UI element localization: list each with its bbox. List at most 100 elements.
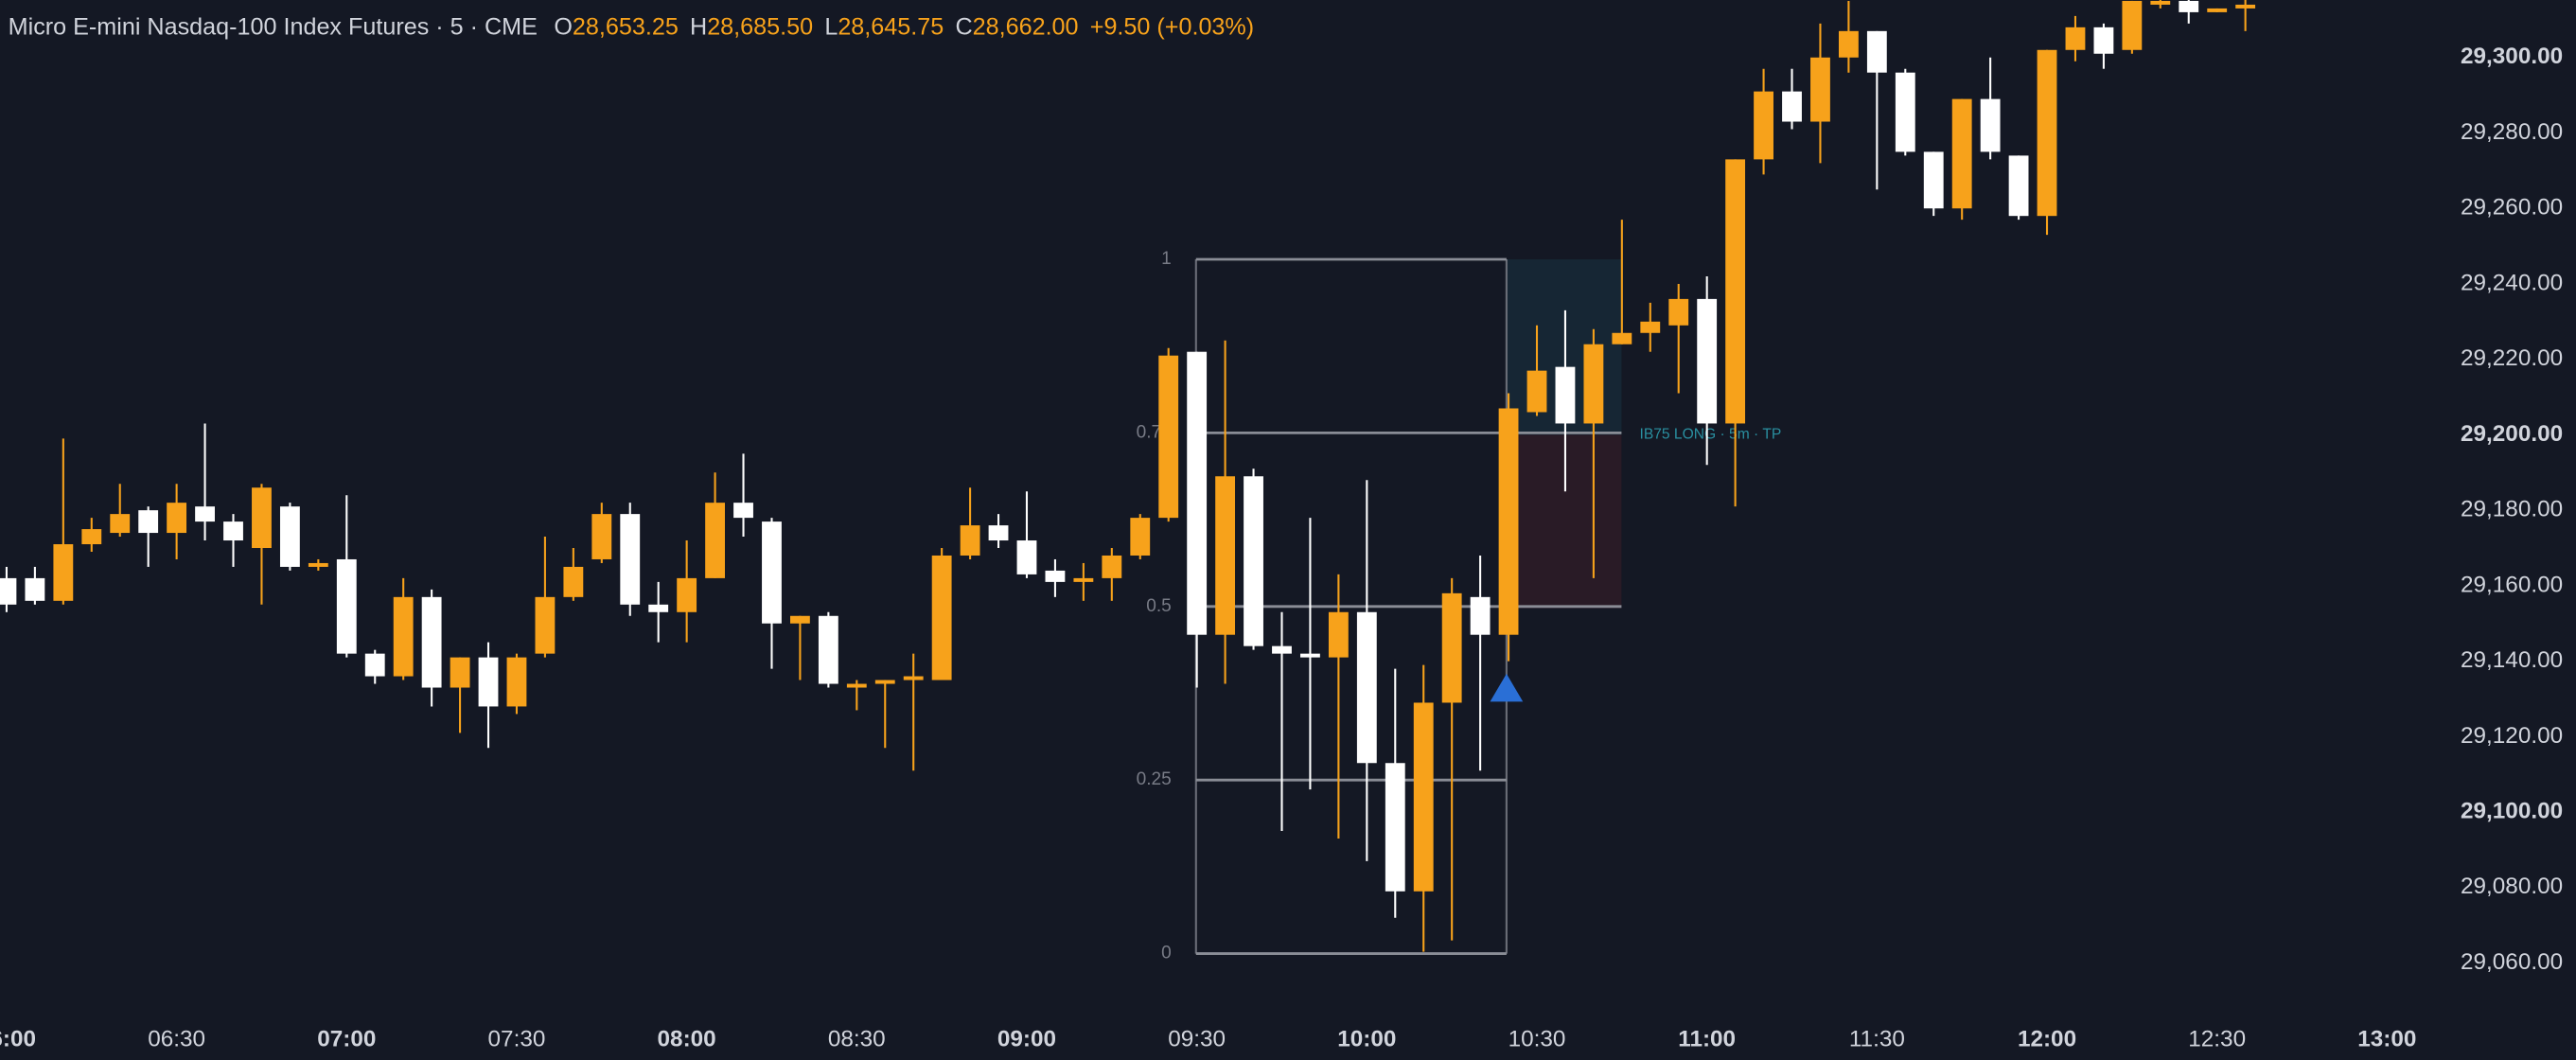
candle-body: [563, 566, 584, 597]
fib-level-label: 0: [1161, 944, 1172, 963]
candle-body: [1583, 344, 1604, 424]
candle-body: [1187, 351, 1208, 635]
candle-body: [1272, 645, 1292, 654]
candle-body: [2207, 8, 2228, 12]
x-tick-label: 11:00: [1678, 1026, 1736, 1051]
candle-body: [733, 503, 753, 519]
candle-body: [110, 514, 131, 534]
candle-body: [1838, 30, 1859, 58]
candle-body: [2235, 4, 2256, 9]
candle-body: [138, 510, 159, 534]
candle-body: [195, 506, 215, 522]
candle-body: [988, 525, 1009, 541]
candle-body: [2008, 155, 2029, 217]
x-tick-label: 08:30: [828, 1026, 886, 1051]
ohlc-key: L: [824, 13, 838, 40]
candle-body: [1328, 611, 1349, 658]
y-tick-label: 29,260.00: [2461, 195, 2563, 221]
x-tick-label: 06:30: [148, 1026, 205, 1051]
candle-body: [2093, 26, 2114, 54]
candle-body: [450, 657, 470, 688]
candle-body: [1356, 611, 1377, 764]
candle-body: [1555, 366, 1576, 424]
fib-level-label: 1: [1161, 249, 1172, 269]
candle-body: [1215, 476, 1236, 635]
candle-body: [336, 558, 357, 654]
candle-body: [2065, 26, 2086, 50]
candle-body: [1045, 570, 1066, 582]
candle-body: [1612, 332, 1632, 344]
y-tick-label: 29,240.00: [2461, 270, 2563, 295]
ohlc-value: 28,645.75: [838, 13, 944, 40]
candle-body: [167, 503, 187, 534]
candle-body: [874, 680, 895, 684]
candle-body: [1102, 555, 1122, 578]
y-tick-label: 29,300.00: [2461, 44, 2563, 69]
candle-body: [1640, 321, 1661, 333]
candle-body: [2037, 49, 2057, 217]
candle-body: [1810, 57, 1830, 122]
candle-body: [1980, 98, 2001, 152]
candle-body: [1385, 763, 1405, 892]
candle-body: [762, 521, 782, 624]
candle-body: [308, 562, 328, 567]
candle-body: [2179, 0, 2199, 12]
x-tick-label: 07:30: [488, 1026, 546, 1051]
candle-body: [1073, 577, 1094, 582]
position-label: IB75 LONG · 5m · TP: [1639, 427, 1781, 443]
x-tick-label: 12:00: [2018, 1026, 2076, 1051]
candle-body: [1016, 540, 1037, 574]
ohlc-key: O: [554, 13, 573, 40]
y-tick-label: 29,180.00: [2461, 497, 2563, 522]
candle-body: [1895, 72, 1915, 152]
symbol-title: Micro E-mini Nasdaq-100 Index Futures · …: [9, 13, 538, 40]
ohlc-value: 28,653.25: [573, 13, 679, 40]
ohlc-value: 28,662.00: [973, 13, 1079, 40]
candle-body: [223, 521, 243, 541]
candle-body: [818, 615, 838, 684]
candle-body: [1526, 370, 1547, 413]
candle-body: [1782, 91, 1802, 122]
y-tick-label: 29,100.00: [2461, 798, 2563, 823]
candle-body: [393, 596, 414, 677]
x-tick-label: 07:00: [317, 1026, 376, 1051]
y-tick-label: 29,220.00: [2461, 345, 2563, 371]
y-tick-label: 29,060.00: [2461, 949, 2563, 975]
candle-body: [903, 676, 924, 680]
candle-body: [1725, 159, 1746, 424]
candle-body: [478, 657, 499, 707]
candle-body: [677, 577, 697, 612]
y-tick-label: 29,140.00: [2461, 647, 2563, 673]
candle-body: [252, 487, 272, 549]
x-tick-label: 13:00: [2357, 1026, 2416, 1051]
x-tick-label: 09:00: [997, 1026, 1056, 1051]
x-tick-label: 12:30: [2188, 1026, 2246, 1051]
candle-body: [1754, 91, 1773, 160]
y-tick-label: 29,280.00: [2461, 119, 2563, 145]
x-tick-label: 11:30: [1849, 1026, 1905, 1051]
candle-body: [1441, 592, 1462, 703]
y-tick-label: 29,080.00: [2461, 874, 2563, 899]
candle-body: [790, 615, 810, 624]
candle-body: [1697, 298, 1718, 424]
candle-body: [1244, 476, 1263, 646]
candle-body: [421, 596, 442, 688]
ohlc-key: C: [955, 13, 972, 40]
candle-body: [2122, 0, 2143, 50]
candle-body: [25, 577, 45, 601]
candle-body: [1158, 355, 1179, 519]
candle-body: [1470, 596, 1491, 635]
candle-body: [1866, 30, 1887, 73]
y-tick-label: 29,200.00: [2461, 421, 2563, 447]
candle-body: [535, 596, 556, 654]
candle-body: [1668, 298, 1689, 326]
candle-body: [1951, 98, 1972, 209]
candle-body: [81, 529, 102, 545]
y-tick-label: 29,120.00: [2461, 723, 2563, 749]
x-tick-label: 09:30: [1168, 1026, 1226, 1051]
y-tick-label: 29,160.00: [2461, 572, 2563, 597]
candle-body: [506, 657, 527, 707]
candle-body: [364, 653, 385, 677]
